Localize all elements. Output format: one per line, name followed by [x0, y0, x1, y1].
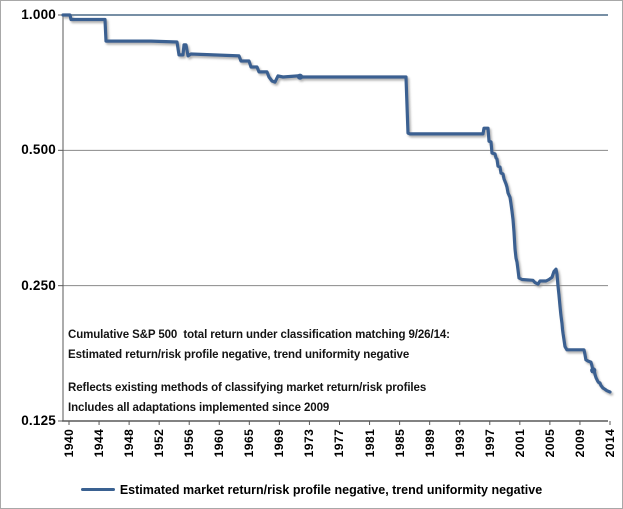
y-tick-label: 0.250 — [21, 277, 56, 293]
y-tick-label: 0.500 — [21, 142, 56, 158]
x-tick-label: 1960 — [212, 428, 227, 458]
x-tick-label: 1944 — [92, 428, 107, 458]
x-tick-label: 1956 — [182, 428, 197, 458]
annotation-text: Cumulative S&P 500 total return under cl… — [68, 325, 450, 418]
y-tick-label: 0.125 — [21, 412, 56, 428]
data-series — [61, 13, 612, 394]
x-tick-label: 2005 — [542, 428, 557, 458]
x-tick-label: 1940 — [62, 428, 76, 458]
legend: Estimated market return/risk profile neg… — [1, 481, 622, 498]
annotation-line-3: Reflects existing methods of classifying… — [68, 382, 427, 394]
x-tick-label: 1965 — [242, 428, 257, 458]
legend-label: Estimated market return/risk profile neg… — [119, 482, 543, 497]
annotation-line-4: Includes all adaptations implemented sin… — [68, 402, 330, 414]
x-tick-label: 1989 — [422, 428, 437, 458]
annotation-line-2: Estimated return/risk profile negative, … — [68, 349, 410, 361]
x-tick-label: 1952 — [152, 428, 167, 458]
data-point-marker — [296, 73, 304, 80]
legend-line-marker — [80, 487, 115, 492]
annotation-line-1: Cumulative S&P 500 total return under cl… — [68, 329, 450, 341]
x-tick-label: 1948 — [122, 428, 137, 458]
x-tick-label: 2009 — [572, 428, 587, 458]
x-tick-label: 2014 — [602, 428, 617, 458]
x-tick-label: 1993 — [452, 428, 467, 458]
x-tick-label: 1997 — [482, 428, 497, 458]
x-tick-label: 1973 — [302, 428, 317, 458]
x-tick-label: 1981 — [362, 428, 377, 458]
x-tick-label: 1969 — [272, 428, 287, 458]
data-point-marker — [590, 367, 597, 374]
x-tick-label: 2001 — [512, 428, 527, 458]
x-tick-label: 1985 — [392, 428, 407, 458]
annotation-gap — [68, 365, 450, 378]
x-tick-label: 1977 — [332, 428, 347, 458]
y-tick-label: 1.000 — [21, 7, 56, 22]
data-line — [61, 13, 612, 394]
